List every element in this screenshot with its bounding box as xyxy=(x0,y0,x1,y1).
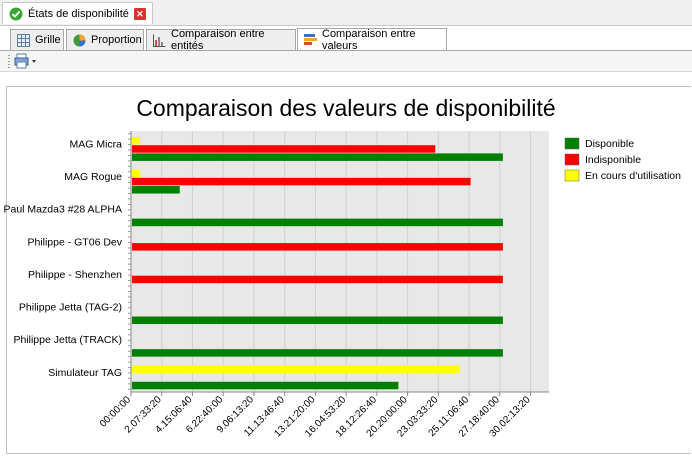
document-tab-label: États de disponibilité xyxy=(28,7,129,20)
bar-disponible xyxy=(132,186,180,194)
tab-label: Comparaison entre entités xyxy=(171,28,265,52)
legend-swatch xyxy=(564,153,580,166)
tab-comparaison-entites[interactable]: Comparaison entre entités xyxy=(146,28,296,52)
bar-en-cours-d-utilisation xyxy=(132,365,460,373)
chart-panel xyxy=(6,86,691,454)
print-button[interactable] xyxy=(14,53,40,69)
bar-chart-icon xyxy=(304,34,317,45)
legend-label: Indisponible xyxy=(585,154,641,166)
y-tick-label: MAG Micra xyxy=(70,138,123,150)
legend-label: Disponible xyxy=(585,138,634,150)
toolbar xyxy=(0,51,692,72)
legend: Disponible Indisponible En cours d'utilisa… xyxy=(564,137,681,182)
bar-en-cours-d-utilisation xyxy=(132,169,141,178)
close-icon[interactable]: ✕ xyxy=(133,7,146,20)
y-tick-label: Philippe - Shenzhen xyxy=(28,269,122,281)
grid-icon xyxy=(17,33,30,47)
tab-proportion[interactable]: Proportion xyxy=(66,29,144,50)
bar-disponible xyxy=(132,153,503,161)
y-tick-label: MAG Rogue xyxy=(64,171,122,183)
y-tick-label: Philippe Jetta (TRACK) xyxy=(13,334,122,346)
tab-comparaison-valeurs[interactable]: Comparaison entre valeurs xyxy=(297,27,447,52)
tab-label: Comparaison entre valeurs xyxy=(322,27,416,52)
tab-label: Proportion xyxy=(91,34,142,46)
column-chart-icon xyxy=(153,34,166,47)
plot-background xyxy=(131,131,549,392)
legend-swatch xyxy=(564,137,580,150)
bar-indisponible xyxy=(132,275,503,284)
legend-label: En cours d'utilisation xyxy=(585,170,681,182)
toolbar-grip[interactable] xyxy=(8,55,10,68)
pie-chart-icon xyxy=(73,34,86,46)
y-tick-label: Philippe Jetta (TAG-2) xyxy=(19,302,122,314)
chevron-down-icon[interactable] xyxy=(32,60,36,63)
document-tabbar: États de disponibilité ✕ xyxy=(0,0,692,26)
y-tick-label: Paul Mazda3 #28 ALPHA xyxy=(4,204,123,216)
printer-icon xyxy=(14,53,29,69)
legend-swatch xyxy=(564,169,580,182)
check-circle-icon xyxy=(9,7,23,20)
plot-area: 00:00:002.07:33:204.15:06:406.22:40:009.… xyxy=(4,131,549,439)
y-tick-label: Simulateur TAG xyxy=(48,367,122,379)
bar-disponible xyxy=(132,218,503,227)
bar-disponible xyxy=(132,381,399,390)
bar-en-cours-d-utilisation xyxy=(132,137,141,145)
y-tick-label: Philippe - GT06 Dev xyxy=(27,236,122,248)
document-tab[interactable]: États de disponibilité ✕ xyxy=(2,2,153,24)
bar-disponible xyxy=(132,316,503,325)
tab-grille[interactable]: Grille xyxy=(10,29,64,50)
chart-title: Comparaison des valeurs de disponibilité xyxy=(136,95,556,121)
bar-disponible xyxy=(132,349,503,357)
view-tabbar: Grille Proportion Comparaison entre enti… xyxy=(0,26,692,52)
tab-label: Grille xyxy=(35,34,61,46)
bar-indisponible xyxy=(132,177,471,186)
bar-indisponible xyxy=(132,243,503,251)
bar-indisponible xyxy=(132,145,436,153)
